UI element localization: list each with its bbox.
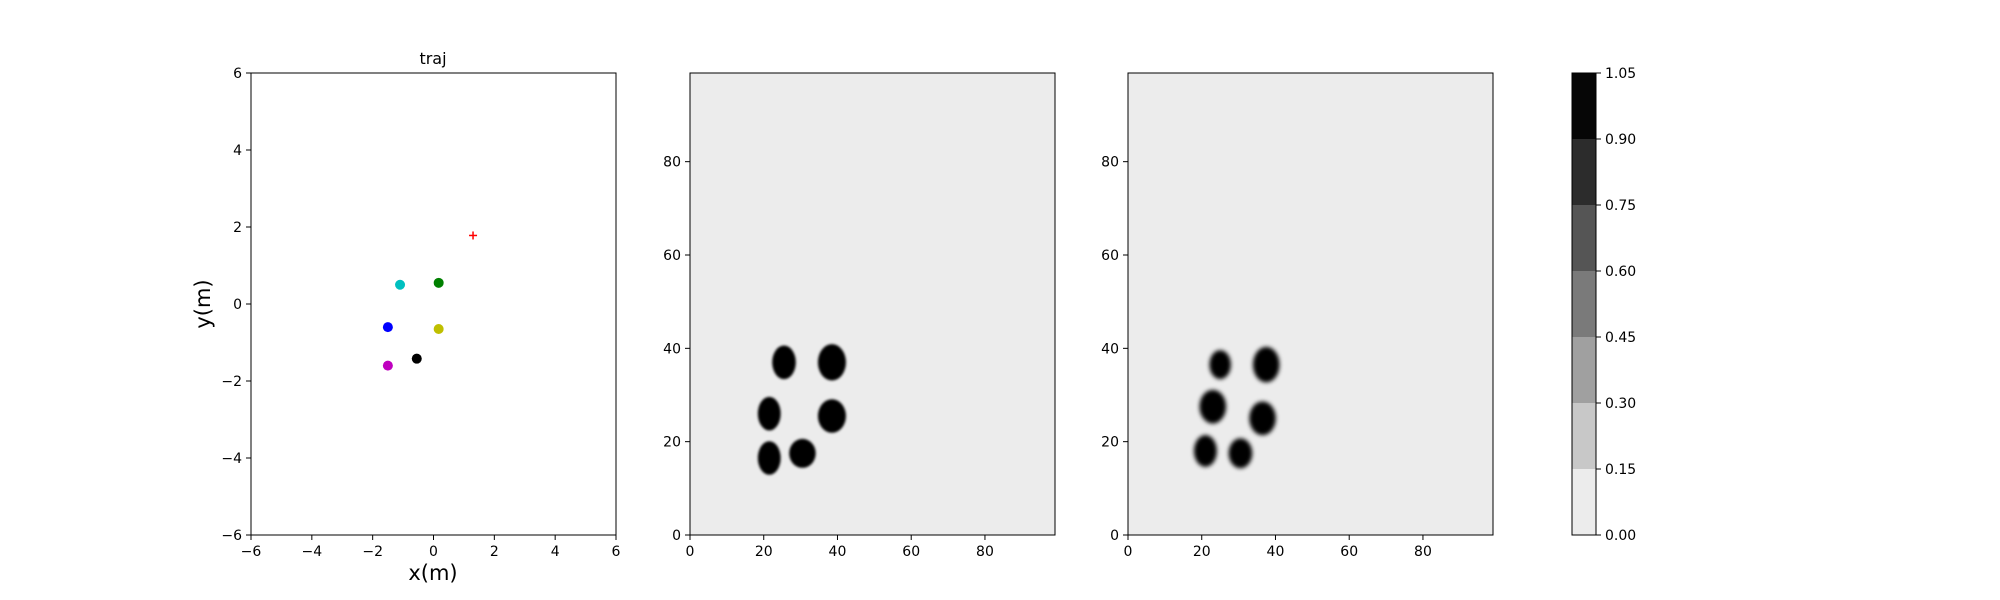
- map-plot-2-blob: [1249, 401, 1276, 436]
- map-plot-1: 0 20 40 60 80 0 20 40 60 80: [663, 72, 1056, 560]
- map-plot-1-blob: [757, 441, 781, 475]
- map-plot-1-x-tick-label: 0: [686, 544, 695, 560]
- map-plot-2-blob: [1199, 389, 1227, 424]
- map-plot-2-x-tick-label: 0: [1124, 544, 1133, 560]
- map-plot-1-blob: [789, 438, 816, 468]
- colorbar-ticks: 0.00 0.15 0.30 0.45 0.60 0.75 0.90 1.05: [1596, 66, 1636, 544]
- traj-y-tick-label: 2: [233, 220, 242, 236]
- map-plot-2-blobs: [1193, 346, 1280, 469]
- colorbar: 0.00 0.15 0.30 0.45 0.60 0.75 0.90 1.05: [1571, 66, 1636, 544]
- traj-plot-title: traj: [419, 49, 446, 68]
- map-plot-2-y-tick-label: 60: [1101, 248, 1119, 264]
- map-plot-2-frame: [1127, 72, 1494, 536]
- map-plot-1-background: [690, 73, 1055, 535]
- map-plot-1-y-tick-label: 80: [663, 155, 681, 171]
- traj-point: [411, 353, 422, 364]
- traj-point: [433, 277, 444, 288]
- map-plot-1-blob: [772, 345, 796, 380]
- traj-plot: traj x(m) y(m) −6 −4 −2 0 2 4 6 −6 −4 −2 0 2 4 6: [191, 49, 621, 585]
- traj-point: [382, 322, 393, 333]
- traj-x-axis-label: x(m): [408, 561, 457, 585]
- colorbar-tick-label: 0.60: [1605, 264, 1636, 280]
- map-plot-1-frame: [689, 72, 1056, 536]
- map-plot-2-blob: [1228, 438, 1253, 469]
- map-plot-2-blob: [1209, 350, 1231, 380]
- traj-plot-frame: [250, 72, 617, 536]
- traj-x-tick-label: 4: [551, 544, 560, 560]
- goal-marker: [469, 231, 478, 240]
- colorbar-band: [1572, 403, 1596, 469]
- map-plot-2: 0 20 40 60 80 0 20 40 60 80: [1101, 72, 1494, 560]
- traj-y-tick-label: 6: [233, 66, 242, 82]
- map-plot-2-ticks: 0 20 40 60 80 0 20 40 60 80: [1101, 155, 1432, 560]
- map-plot-1-x-tick-label: 60: [902, 544, 920, 560]
- traj-x-tick-label: −4: [302, 544, 323, 560]
- traj-point: [382, 360, 393, 371]
- traj-x-tick-label: 2: [490, 544, 499, 560]
- traj-x-tick-label: −2: [362, 544, 383, 560]
- map-plot-2-x-tick-label: 80: [1414, 544, 1432, 560]
- traj-x-tick-label: −6: [241, 544, 262, 560]
- traj-y-tick-label: −6: [221, 528, 242, 544]
- map-plot-2-y-tick-label: 40: [1101, 341, 1119, 357]
- colorbar-band: [1572, 139, 1596, 205]
- traj-point: [433, 324, 444, 335]
- colorbar-band: [1572, 469, 1596, 535]
- traj-x-tick-label: 6: [612, 544, 621, 560]
- map-plot-1-blob: [817, 344, 846, 381]
- map-plot-2-x-tick-label: 40: [1267, 544, 1285, 560]
- traj-y-axis-label: y(m): [191, 279, 215, 328]
- traj-y-tick-label: −2: [221, 374, 242, 390]
- map-plot-1-y-tick-label: 40: [663, 341, 681, 357]
- map-plot-2-blob: [1252, 346, 1280, 383]
- map-plot-1-x-tick-label: 40: [829, 544, 847, 560]
- map-plot-1-y-tick-label: 0: [672, 528, 681, 544]
- colorbar-band: [1572, 337, 1596, 403]
- map-plot-2-x-tick-label: 20: [1193, 544, 1211, 560]
- traj-y-tick-label: −4: [221, 451, 242, 467]
- map-plot-1-y-tick-label: 60: [663, 248, 681, 264]
- map-plot-2-y-tick-label: 20: [1101, 435, 1119, 451]
- map-plot-1-x-tick-label: 80: [976, 544, 994, 560]
- traj-ticks: −6 −4 −2 0 2 4 6 −6 −4 −2 0 2 4 6: [221, 66, 620, 560]
- map-plot-1-blobs: [757, 344, 846, 475]
- colorbar-band: [1572, 205, 1596, 271]
- colorbar-frame: [1571, 72, 1597, 536]
- colorbar-tick-label: 0.90: [1605, 132, 1636, 148]
- colorbar-bands: [1572, 73, 1596, 535]
- colorbar-tick-label: 1.05: [1605, 66, 1636, 82]
- colorbar-tick-label: 0.45: [1605, 330, 1636, 346]
- colorbar-tick-label: 0.75: [1605, 198, 1636, 214]
- map-plot-1-blob: [817, 399, 846, 433]
- traj-point: [395, 279, 406, 290]
- map-plot-2-background: [1128, 73, 1493, 535]
- colorbar-band: [1572, 271, 1596, 337]
- map-plot-1-blob: [757, 396, 781, 431]
- colorbar-band: [1572, 73, 1596, 139]
- map-plot-1-ticks: 0 20 40 60 80 0 20 40 60 80: [663, 155, 994, 560]
- map-plot-1-x-tick-label: 20: [755, 544, 773, 560]
- traj-y-tick-label: 4: [233, 143, 242, 159]
- colorbar-tick-label: 0.00: [1605, 528, 1636, 544]
- map-plot-2-blob: [1193, 435, 1217, 467]
- traj-x-tick-label: 0: [429, 544, 438, 560]
- map-plot-2-y-tick-label: 0: [1110, 528, 1119, 544]
- map-plot-1-y-tick-label: 20: [663, 435, 681, 451]
- traj-y-tick-label: 0: [233, 297, 242, 313]
- map-plot-2-x-tick-label: 60: [1340, 544, 1358, 560]
- traj-points: [382, 231, 478, 371]
- colorbar-tick-label: 0.30: [1605, 396, 1636, 412]
- map-plot-2-y-tick-label: 80: [1101, 155, 1119, 171]
- colorbar-tick-label: 0.15: [1605, 462, 1636, 478]
